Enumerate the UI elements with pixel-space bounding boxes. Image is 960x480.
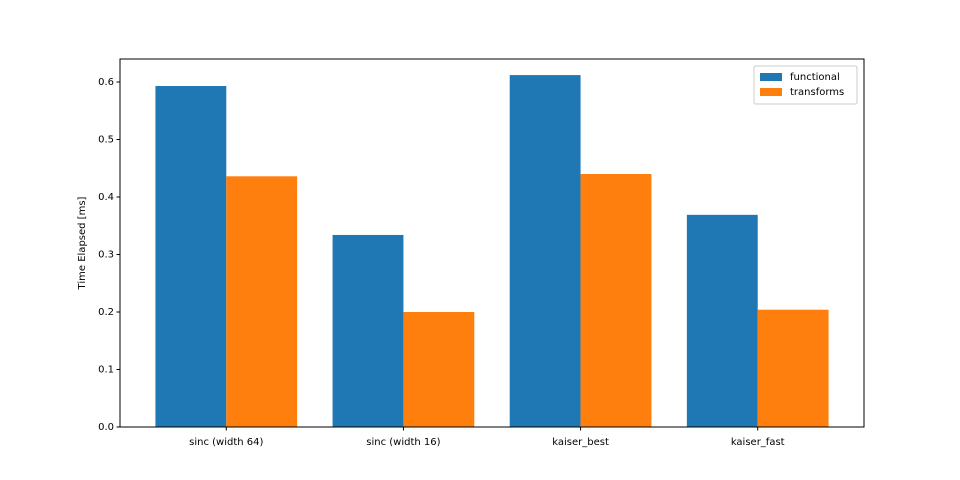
plot-frame	[119, 58, 865, 428]
y-axis-label: Time Elapsed [ms]	[77, 196, 88, 290]
y-tick-label: 0.3	[98, 250, 114, 261]
y-tick-label: 0.0	[98, 422, 114, 433]
x-tick-label: kaiser_fast	[731, 437, 785, 448]
y-tick-label: 0.4	[98, 192, 114, 203]
legend: functional transforms	[753, 65, 858, 105]
x-tick-label: kaiser_best	[552, 437, 609, 448]
legend-swatch	[760, 73, 782, 81]
y-tick-label: 0.1	[98, 365, 114, 376]
bar	[155, 86, 227, 428]
x-tick-label: sinc (width 64)	[189, 437, 263, 448]
x-tick-label: sinc (width 16)	[366, 437, 440, 448]
bar	[403, 312, 475, 427]
y-tick-label: 0.2	[98, 307, 114, 318]
legend-swatch	[760, 88, 782, 96]
legend-label: functional	[790, 72, 840, 83]
y-tick-label: 0.6	[98, 77, 114, 88]
legend-label: transforms	[790, 87, 844, 98]
bar	[686, 214, 758, 427]
bar	[580, 174, 652, 427]
bar	[509, 75, 581, 427]
bar	[757, 309, 829, 427]
bar	[332, 234, 404, 427]
bar	[226, 176, 298, 427]
y-tick-label: 0.5	[98, 135, 114, 146]
